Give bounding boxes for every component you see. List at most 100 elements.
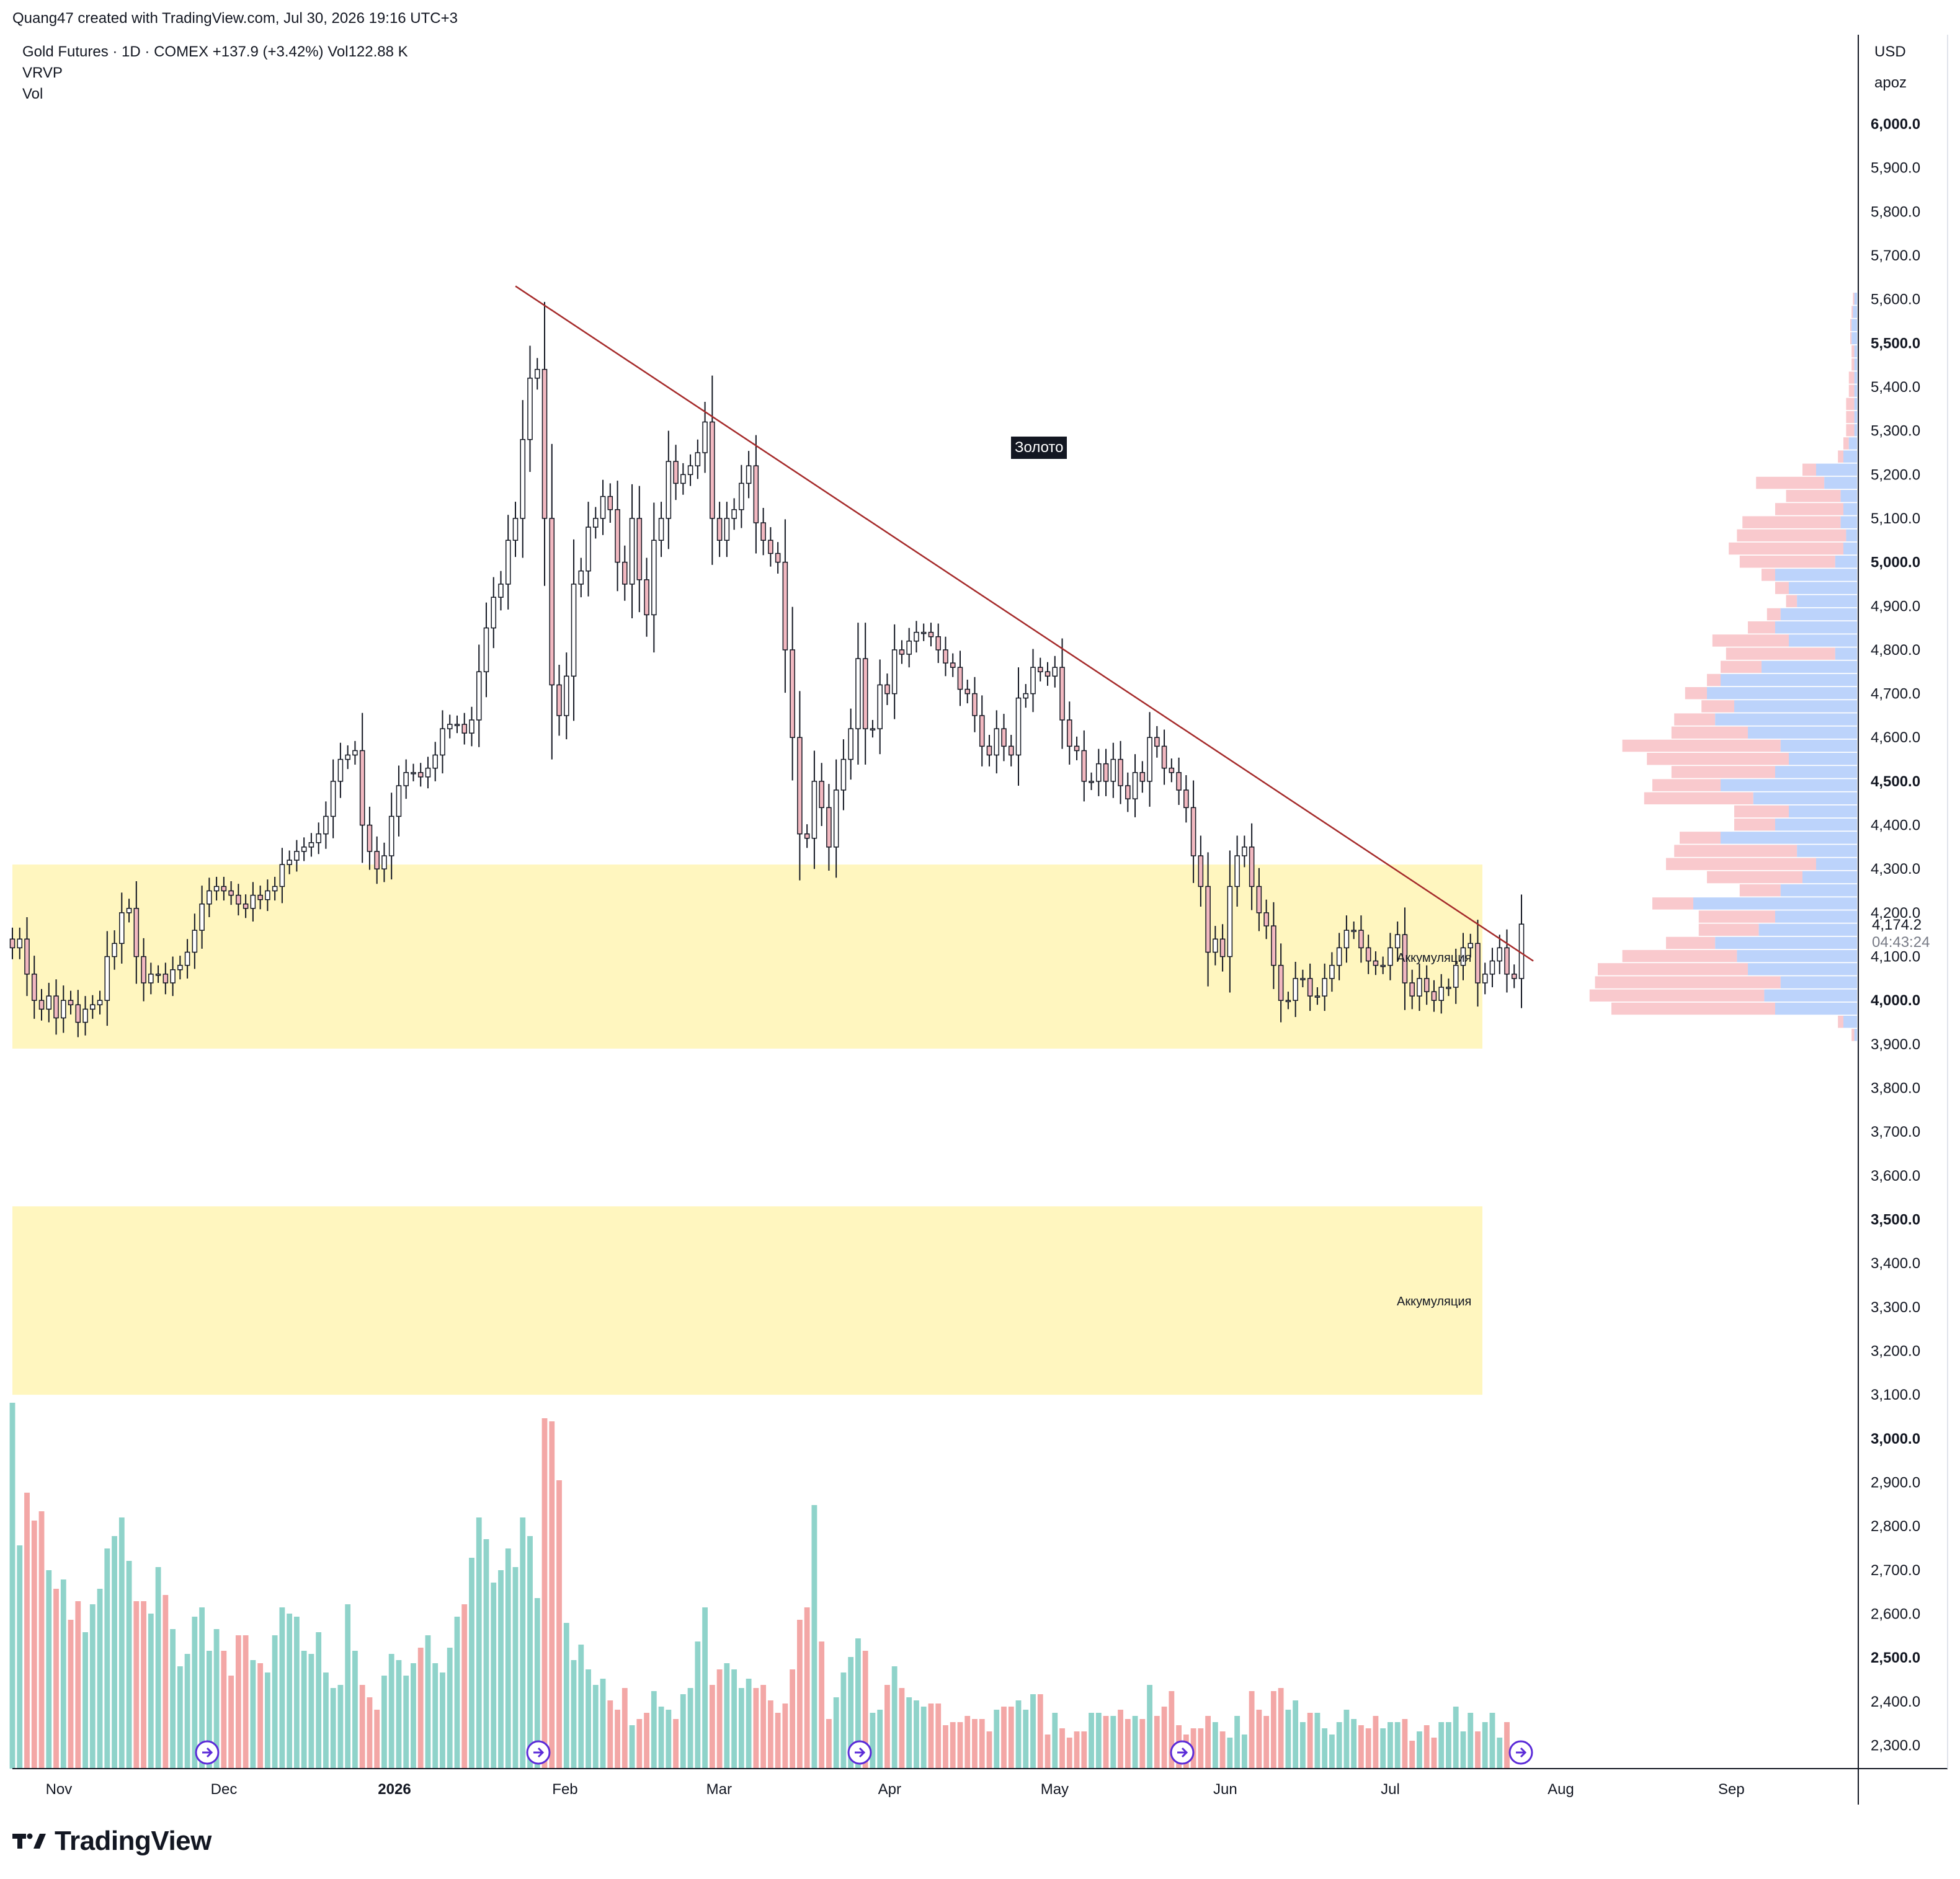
volume-bar	[1417, 1731, 1422, 1769]
candle-down	[53, 995, 59, 1019]
volume-bar	[1205, 1716, 1211, 1769]
event-markers	[195, 1740, 1533, 1765]
volume-bar	[403, 1676, 409, 1769]
vrvp-bar-up	[1851, 332, 1857, 345]
volume-bar	[396, 1660, 402, 1769]
candle-down	[417, 772, 424, 778]
volume-bar	[1270, 1691, 1276, 1769]
zone-lower	[12, 1206, 1482, 1395]
candle-up	[112, 943, 117, 957]
candle-up	[512, 518, 519, 541]
volume-bar	[738, 1688, 744, 1769]
vrvp-bar-down	[1698, 910, 1775, 923]
candle-down	[556, 684, 562, 716]
indicator-vol[interactable]: Vol	[22, 86, 43, 102]
vrvp-bar-up	[1840, 490, 1857, 502]
candle-up	[1329, 964, 1335, 979]
candle-up	[578, 570, 584, 585]
volume-bar	[1103, 1716, 1109, 1769]
candle-up	[666, 461, 672, 519]
candle-down	[928, 631, 934, 637]
volume-bar	[31, 1521, 37, 1769]
candle-down	[1431, 991, 1437, 1001]
vrvp-bar-down	[1674, 713, 1716, 726]
candle-up	[1089, 781, 1094, 783]
price-tick-label: 4,600.0	[1871, 729, 1920, 746]
candle-up	[1023, 693, 1029, 699]
volume-bar	[483, 1539, 489, 1769]
candle-down	[1365, 947, 1371, 962]
candle-up	[177, 964, 183, 971]
candle-up	[1482, 974, 1488, 984]
vrvp-bar-down	[1851, 306, 1853, 318]
volume-bar	[994, 1710, 1000, 1769]
candle-down	[1205, 886, 1211, 953]
price-tick-label: 3,200.0	[1871, 1343, 1920, 1359]
candle-up	[731, 509, 737, 519]
vrvp-bar-down	[1671, 726, 1748, 739]
vrvp-bar-up	[1721, 673, 1857, 686]
volume-bar	[1052, 1713, 1058, 1769]
volume-bar	[943, 1725, 948, 1769]
vrvp-bar-down	[1851, 345, 1855, 358]
volume-bar	[644, 1713, 649, 1769]
volume-bar	[323, 1672, 329, 1769]
volume-bar	[1402, 1719, 1408, 1769]
volume-bar	[359, 1685, 365, 1769]
vrvp-bar-down	[1850, 332, 1852, 345]
candle-up	[447, 724, 453, 729]
vrvp-bar-down	[1850, 319, 1852, 331]
vrvp-bar-down	[1652, 897, 1693, 910]
candle-up	[192, 930, 198, 953]
candle-down	[461, 724, 468, 734]
tradingview-logo[interactable]: TradingView	[12, 1826, 212, 1857]
candle-up	[1015, 697, 1022, 756]
volume-bar	[964, 1716, 971, 1769]
price-tick-label: 4,900.0	[1871, 598, 1920, 615]
candle-down	[1271, 925, 1276, 966]
candle-down	[1504, 947, 1510, 975]
vrvp-bar-up	[1758, 923, 1857, 936]
vrvp-bar-up	[1775, 1002, 1857, 1015]
volume-bar	[505, 1548, 511, 1769]
chart-title[interactable]: Gold Futures · 1D · COMEX +137.9 (+3.42%…	[22, 43, 408, 60]
volume-bar	[1475, 1731, 1481, 1769]
volume-bar	[1169, 1691, 1175, 1769]
candle-up	[287, 860, 292, 865]
volume-bar	[1147, 1685, 1152, 1769]
candle-down	[826, 807, 832, 848]
volume-bar	[541, 1418, 548, 1769]
candle-up	[702, 421, 708, 453]
vrvp-bar-up	[1715, 936, 1857, 949]
gold-label[interactable]: Золото	[1011, 437, 1067, 459]
volume-bar	[1504, 1722, 1510, 1769]
candle-up	[1468, 943, 1474, 949]
volume-bar	[1256, 1710, 1262, 1769]
vrvp-bar-up	[1854, 358, 1857, 371]
volume-bar	[9, 1403, 16, 1769]
candle-up	[1446, 987, 1451, 989]
price-tick-label: 2,700.0	[1871, 1562, 1920, 1579]
candle-up	[1388, 947, 1393, 966]
volume-bar	[731, 1669, 737, 1769]
candle-up	[403, 772, 409, 786]
volume-bar	[38, 1511, 45, 1769]
volume-bar	[782, 1704, 788, 1769]
volume-bar	[1212, 1722, 1218, 1769]
vrvp-bar-up	[1854, 1029, 1857, 1041]
volume-bar	[796, 1620, 803, 1769]
indicator-vrvp[interactable]: VRVP	[22, 64, 63, 81]
vrvp-bar-up	[1846, 529, 1857, 542]
candle-down	[243, 903, 249, 909]
candle-up	[724, 518, 730, 541]
volume-bar	[687, 1688, 693, 1769]
candle-down	[1402, 934, 1408, 984]
volume-bar	[1001, 1707, 1007, 1769]
currency-label[interactable]: USD	[1874, 43, 1906, 60]
vrvp-bar-up	[1853, 306, 1857, 318]
scale-mode-label[interactable]: apoz	[1874, 74, 1907, 91]
event-arrow-icon	[533, 1747, 545, 1758]
volume-bar	[476, 1517, 482, 1769]
candle-up	[505, 540, 511, 585]
